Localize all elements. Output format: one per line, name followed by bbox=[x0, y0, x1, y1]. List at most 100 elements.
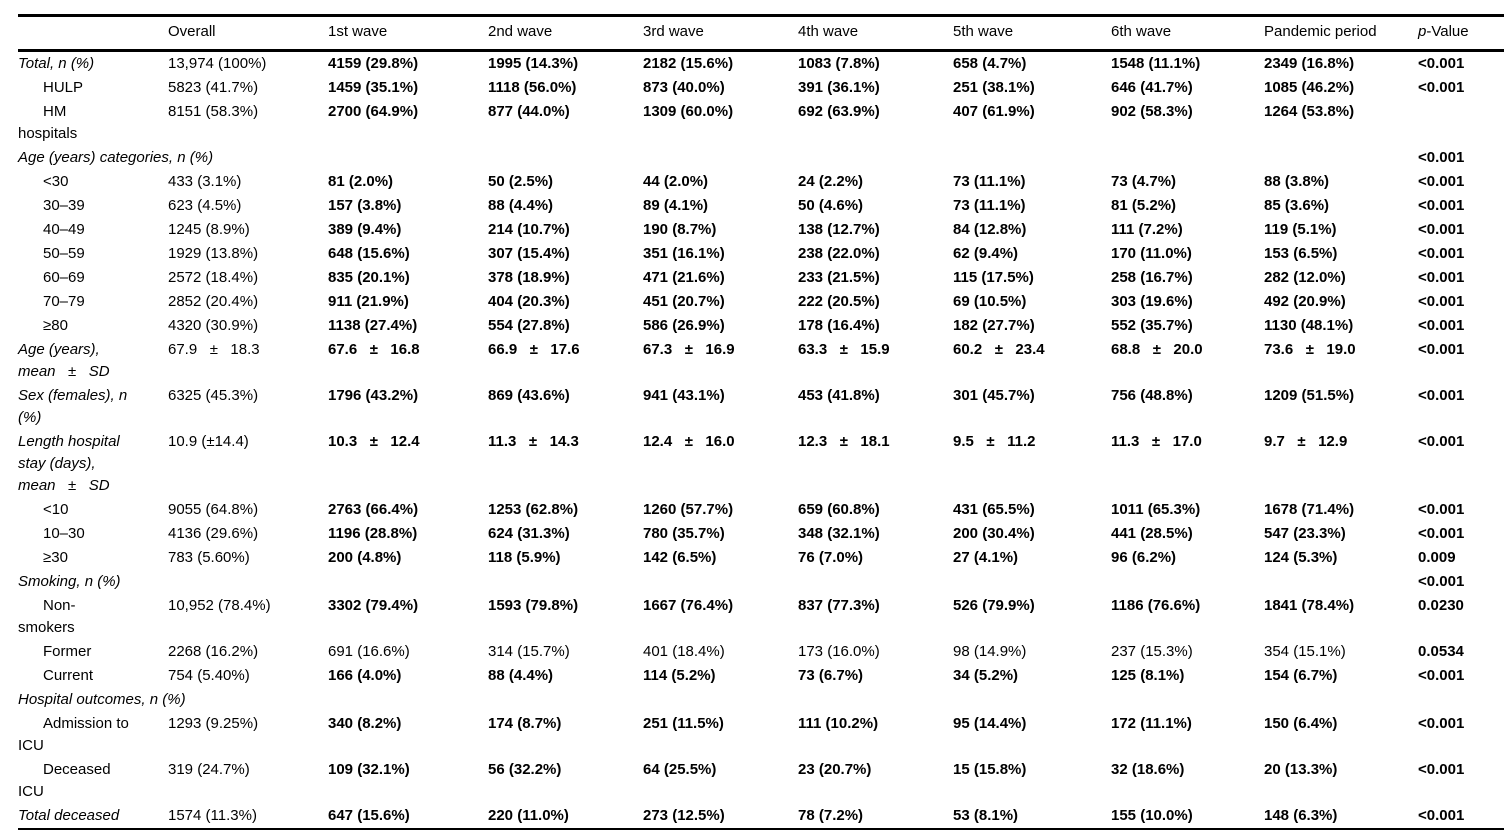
data-cell: 5823 (41.7%) bbox=[168, 79, 259, 96]
data-cell: 32 (18.6%) bbox=[1111, 761, 1185, 778]
data-cell: 258 (16.7%) bbox=[1111, 269, 1193, 286]
data-cell: 754 (5.40%) bbox=[168, 667, 250, 684]
data-cell: 1260 (57.7%) bbox=[643, 501, 734, 518]
data-cell: 138 (12.7%) bbox=[798, 221, 880, 238]
data-cell: 111 (10.2%) bbox=[798, 715, 879, 732]
data-cell: 53 (8.1%) bbox=[953, 807, 1019, 824]
data-cell: 142 (6.5%) bbox=[643, 549, 717, 566]
data-cell: 354 (15.1%) bbox=[1264, 643, 1346, 660]
row-label: Total, n (%) bbox=[18, 55, 95, 72]
column-header-5th-wave: 5th wave bbox=[953, 23, 1014, 40]
p-value-cell: <0.001 bbox=[1418, 79, 1465, 96]
data-cell: 554 (27.8%) bbox=[488, 317, 570, 334]
data-cell: 301 (45.7%) bbox=[953, 387, 1035, 404]
data-cell: 1574 (11.3%) bbox=[168, 807, 257, 824]
row-label: ≥30 bbox=[43, 549, 68, 566]
column-header-overall: Overall bbox=[168, 23, 216, 40]
data-cell: 170 (11.0%) bbox=[1111, 245, 1192, 262]
p-value-cell: <0.001 bbox=[1418, 761, 1465, 778]
p-value-cell: <0.001 bbox=[1418, 197, 1465, 214]
data-cell: 214 (10.7%) bbox=[488, 221, 570, 238]
row-label: Smoking, n (%) bbox=[18, 573, 121, 590]
data-cell: 76 (7.0%) bbox=[798, 549, 864, 566]
data-cell: 404 (20.3%) bbox=[488, 293, 570, 310]
p-value-cell: <0.001 bbox=[1418, 173, 1465, 190]
table-row: 30–39 623 (4.5%) 157 (3.8%) 88 (4.4%) 89 (4.… bbox=[18, 194, 1504, 218]
table-row: 40–49 1245 (8.9%) 389 (9.4%) 214 (10.7%) 190… bbox=[18, 218, 1504, 242]
data-cell: 433 (3.1%) bbox=[168, 173, 242, 190]
data-cell: 66.9 ± 17.6 bbox=[488, 341, 580, 358]
data-cell: 68.8 ± 20.0 bbox=[1111, 341, 1203, 358]
table-row: 70–79 2852 (20.4%) 911 (21.9%) 404 (20.3%) 4… bbox=[18, 290, 1504, 314]
data-cell: 1264 (53.8%) bbox=[1264, 103, 1355, 120]
data-cell: 200 (30.4%) bbox=[953, 525, 1035, 542]
data-cell: 24 (2.2%) bbox=[798, 173, 864, 190]
data-cell: 1796 (43.2%) bbox=[328, 387, 419, 404]
data-cell: 647 (15.6%) bbox=[328, 807, 410, 824]
column-header-p-value: p-Value bbox=[1418, 16, 1504, 51]
data-cell: 2700 (64.9%) bbox=[328, 103, 419, 120]
row-label: Sex (females), n (%) bbox=[18, 387, 128, 426]
table-row: Total deceased 1574 (11.3%) 647 (15.6%) 220… bbox=[18, 804, 1504, 829]
data-cell: 178 (16.4%) bbox=[798, 317, 880, 334]
data-cell: 526 (79.9%) bbox=[953, 597, 1035, 614]
data-cell: 81 (2.0%) bbox=[328, 173, 394, 190]
table-row: ≥30 783 (5.60%) 200 (4.8%) 118 (5.9%) 142 (6… bbox=[18, 546, 1504, 570]
data-cell: 8151 (58.3%) bbox=[168, 103, 259, 120]
data-cell: 67.3 ± 16.9 bbox=[643, 341, 735, 358]
table-row: HM hospitals 8151 (58.3%) 2700 (64.9%) 877 … bbox=[18, 100, 1504, 146]
data-cell: 658 (4.7%) bbox=[953, 55, 1027, 72]
row-label: Length hospital stay (days), mean ± SD bbox=[18, 433, 120, 494]
row-label: HULP bbox=[43, 79, 84, 96]
data-cell: 1085 (46.2%) bbox=[1264, 79, 1355, 96]
p-value-cell: <0.001 bbox=[1418, 715, 1465, 732]
data-cell: 88 (3.8%) bbox=[1264, 173, 1330, 190]
table-header: Overall 1st wave 2nd wave 3rd wave 4th w… bbox=[18, 16, 1504, 51]
p-value-cell: <0.001 bbox=[1418, 433, 1465, 450]
p-value-cell bbox=[1418, 688, 1504, 712]
data-cell: 174 (8.7%) bbox=[488, 715, 562, 732]
data-cell: 692 (63.9%) bbox=[798, 103, 880, 120]
table-row: Sex (females), n (%) 6325 (45.3%) 1796 (43… bbox=[18, 384, 1504, 430]
data-cell: 3302 (79.4%) bbox=[328, 597, 419, 614]
data-cell: 873 (40.0%) bbox=[643, 79, 725, 96]
data-cell: 869 (43.6%) bbox=[488, 387, 570, 404]
data-cell: 552 (35.7%) bbox=[1111, 317, 1193, 334]
data-cell: 282 (12.0%) bbox=[1264, 269, 1346, 286]
data-cell: 1130 (48.1%) bbox=[1264, 317, 1354, 334]
corner-header bbox=[18, 16, 168, 51]
row-label: Deceased ICU bbox=[18, 761, 111, 800]
data-cell: 78 (7.2%) bbox=[798, 807, 864, 824]
table-row: Admission to ICU 1293 (9.25%) 340 (8.2%) 17… bbox=[18, 712, 1504, 758]
data-cell: 157 (3.8%) bbox=[328, 197, 402, 214]
data-cell: 4136 (29.6%) bbox=[168, 525, 259, 542]
data-cell: 27 (4.1%) bbox=[953, 549, 1019, 566]
data-cell: 492 (20.9%) bbox=[1264, 293, 1346, 310]
data-cell: 1593 (79.8%) bbox=[488, 597, 579, 614]
p-value-cell: 0.009 bbox=[1418, 549, 1456, 566]
data-cell: 2763 (66.4%) bbox=[328, 501, 419, 518]
data-cell: 222 (20.5%) bbox=[798, 293, 880, 310]
column-header-pandemic-period: Pandemic period bbox=[1264, 23, 1377, 40]
data-cell: 10,952 (78.4%) bbox=[168, 597, 271, 614]
row-label: Non- smokers bbox=[18, 597, 76, 636]
data-cell: 154 (6.7%) bbox=[1264, 667, 1338, 684]
p-value-cell: <0.001 bbox=[1418, 221, 1465, 238]
data-cell: 1138 (27.4%) bbox=[328, 317, 418, 334]
data-cell: 96 (6.2%) bbox=[1111, 549, 1177, 566]
data-cell: 783 (5.60%) bbox=[168, 549, 250, 566]
data-cell: 1293 (9.25%) bbox=[168, 715, 259, 732]
data-cell: 659 (60.8%) bbox=[798, 501, 880, 518]
data-cell: 9.7 ± 12.9 bbox=[1264, 433, 1348, 450]
row-label: 70–79 bbox=[43, 293, 85, 310]
data-cell: 624 (31.3%) bbox=[488, 525, 570, 542]
data-cell: 34 (5.2%) bbox=[953, 667, 1019, 684]
data-cell: 780 (35.7%) bbox=[643, 525, 725, 542]
data-cell: 877 (44.0%) bbox=[488, 103, 570, 120]
p-value-cell: <0.001 bbox=[1418, 501, 1465, 518]
table-body: Total, n (%) 13,974 (100%) 4159 (29.8%) 199… bbox=[18, 51, 1504, 830]
p-value-header-suffix: -Value bbox=[1426, 23, 1469, 40]
row-label: HM hospitals bbox=[18, 103, 78, 142]
row-label: Former bbox=[43, 643, 92, 660]
table-row: 60–69 2572 (18.4%) 835 (20.1%) 378 (18.9%) 4… bbox=[18, 266, 1504, 290]
